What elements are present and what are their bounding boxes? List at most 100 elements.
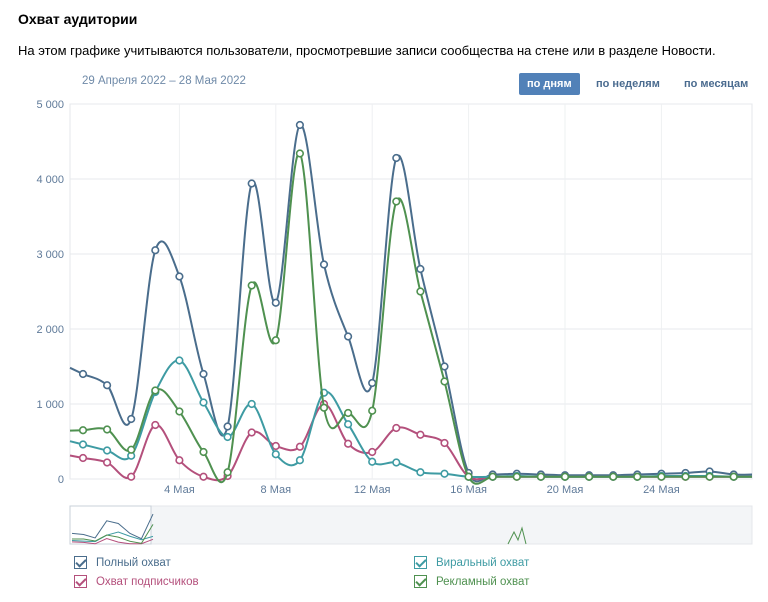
- data-point-full-reach[interactable]: [440, 362, 449, 371]
- period-week-button[interactable]: по неделям: [596, 78, 660, 90]
- data-point-full-reach[interactable]: [102, 381, 112, 390]
- data-point-subscriber-reach[interactable]: [199, 472, 208, 481]
- x-tick-label: 16 Мая: [450, 484, 487, 496]
- navigator-line-ad-reach: [71, 524, 154, 544]
- series-line-ad-reach: [69, 152, 752, 485]
- data-point-ad-reach[interactable]: [127, 445, 136, 454]
- data-point-ad-reach[interactable]: [319, 403, 329, 412]
- data-point-subscriber-reach[interactable]: [344, 439, 353, 448]
- data-point-viral-reach[interactable]: [199, 398, 208, 407]
- y-tick-label: 4 000: [36, 174, 64, 186]
- y-tick-label: 2 000: [36, 324, 64, 336]
- y-tick-label: 0: [58, 474, 64, 486]
- data-point-full-reach[interactable]: [223, 422, 232, 431]
- data-point-ad-reach[interactable]: [657, 472, 666, 481]
- data-point-ad-reach[interactable]: [729, 472, 738, 481]
- data-point-full-reach[interactable]: [247, 179, 256, 188]
- data-point-subscriber-reach[interactable]: [247, 428, 256, 437]
- data-point-full-reach[interactable]: [151, 246, 160, 255]
- data-point-viral-reach[interactable]: [368, 457, 377, 466]
- checkbox-icon[interactable]: [74, 556, 87, 569]
- period-day-button[interactable]: по дням: [519, 73, 580, 95]
- legend-label: Рекламный охват: [436, 575, 530, 588]
- data-point-ad-reach[interactable]: [440, 377, 449, 386]
- data-point-subscriber-reach[interactable]: [175, 456, 184, 465]
- data-point-full-reach[interactable]: [199, 369, 208, 379]
- data-point-viral-reach[interactable]: [344, 420, 353, 429]
- data-point-full-reach[interactable]: [368, 378, 377, 388]
- data-point-full-reach[interactable]: [175, 272, 184, 281]
- data-point-ad-reach[interactable]: [681, 472, 690, 481]
- data-point-ad-reach[interactable]: [344, 408, 353, 418]
- data-point-ad-reach[interactable]: [464, 472, 473, 481]
- data-point-full-reach[interactable]: [271, 298, 280, 307]
- data-point-subscriber-reach[interactable]: [102, 458, 112, 467]
- data-point-full-reach[interactable]: [319, 260, 329, 269]
- data-point-full-reach[interactable]: [127, 414, 136, 424]
- data-point-subscriber-reach[interactable]: [151, 420, 160, 430]
- y-tick-label: 1 000: [36, 399, 64, 411]
- checkbox-icon[interactable]: [414, 556, 427, 569]
- data-point-ad-reach[interactable]: [584, 472, 594, 481]
- data-point-subscriber-reach[interactable]: [127, 472, 136, 481]
- data-point-full-reach[interactable]: [392, 153, 401, 163]
- data-point-ad-reach[interactable]: [151, 386, 160, 395]
- data-point-viral-reach[interactable]: [78, 440, 88, 449]
- data-point-ad-reach[interactable]: [295, 149, 305, 158]
- data-point-ad-reach[interactable]: [199, 447, 208, 457]
- data-point-ad-reach[interactable]: [560, 472, 570, 481]
- data-point-viral-reach[interactable]: [295, 456, 305, 465]
- plot-area: [69, 103, 753, 480]
- data-point-ad-reach[interactable]: [488, 472, 497, 481]
- data-point-subscriber-reach[interactable]: [271, 441, 280, 451]
- data-point-ad-reach[interactable]: [705, 472, 714, 481]
- data-point-subscriber-reach[interactable]: [440, 438, 449, 448]
- chart-title: Охват аудитории: [18, 11, 138, 27]
- data-point-viral-reach[interactable]: [416, 468, 425, 477]
- navigator-strip[interactable]: [69, 505, 753, 545]
- legend-item-subscriber-reach[interactable]: Охват подписчиков: [74, 575, 199, 588]
- data-point-ad-reach[interactable]: [512, 472, 521, 481]
- data-point-ad-reach[interactable]: [223, 468, 232, 477]
- data-point-ad-reach[interactable]: [102, 425, 112, 434]
- data-point-full-reach[interactable]: [78, 369, 88, 379]
- data-point-full-reach[interactable]: [344, 332, 353, 341]
- data-point-subscriber-reach[interactable]: [392, 423, 401, 433]
- data-point-subscriber-reach[interactable]: [295, 442, 305, 451]
- data-point-subscriber-reach[interactable]: [78, 453, 88, 463]
- x-tick-label: 12 Мая: [354, 484, 391, 496]
- data-point-ad-reach[interactable]: [368, 406, 377, 415]
- reach-line-chart: 0 1 000 2 000 3 000 4 000 5 000 4 Мая 8 Мая 12 М…: [36, 99, 753, 545]
- data-point-viral-reach[interactable]: [175, 356, 184, 365]
- data-point-full-reach[interactable]: [295, 120, 305, 130]
- data-point-subscriber-reach[interactable]: [368, 447, 377, 457]
- data-point-ad-reach[interactable]: [536, 472, 546, 481]
- data-point-viral-reach[interactable]: [392, 458, 401, 467]
- data-point-ad-reach[interactable]: [392, 197, 401, 206]
- data-point-ad-reach[interactable]: [78, 426, 88, 435]
- x-tick-label: 20 Мая: [547, 484, 584, 496]
- period-month-button[interactable]: по месяцам: [684, 78, 749, 90]
- data-point-viral-reach[interactable]: [223, 432, 232, 442]
- data-point-viral-reach[interactable]: [271, 450, 280, 459]
- data-point-subscriber-reach[interactable]: [416, 430, 425, 439]
- data-point-viral-reach[interactable]: [247, 399, 256, 409]
- data-point-ad-reach[interactable]: [633, 472, 642, 481]
- data-point-ad-reach[interactable]: [609, 472, 618, 481]
- date-range[interactable]: 29 Апреля 2022 – 28 Мая 2022: [82, 75, 246, 87]
- data-point-ad-reach[interactable]: [416, 287, 425, 296]
- legend-item-viral-reach[interactable]: Виральный охват: [414, 556, 529, 569]
- legend-item-ad-reach[interactable]: Рекламный охват: [414, 575, 529, 588]
- data-point-ad-reach[interactable]: [247, 281, 256, 290]
- data-point-viral-reach[interactable]: [440, 469, 449, 478]
- navigator-window[interactable]: [69, 505, 152, 545]
- data-point-ad-reach[interactable]: [175, 407, 184, 416]
- legend-label: Полный охват: [96, 556, 171, 569]
- data-point-ad-reach[interactable]: [271, 336, 280, 345]
- navigator-line-subscriber-reach: [71, 537, 154, 545]
- checkbox-icon[interactable]: [74, 575, 87, 588]
- checkbox-icon[interactable]: [414, 575, 427, 588]
- data-point-viral-reach[interactable]: [102, 446, 112, 455]
- data-point-full-reach[interactable]: [416, 264, 425, 274]
- legend-item-full-reach[interactable]: Полный охват: [74, 556, 171, 569]
